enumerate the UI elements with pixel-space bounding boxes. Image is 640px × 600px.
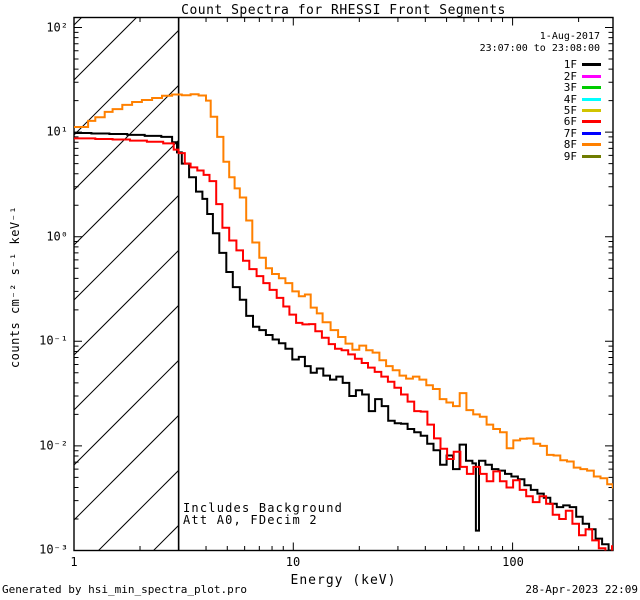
legend-label: 9F (563, 149, 577, 163)
observation-time-range: 23:07:00 to 23:08:00 (479, 43, 600, 54)
legend-color-swatch (582, 86, 601, 90)
legend-row: 5F (564, 105, 601, 116)
footer-program-name: Generated by hsi_min_spectra_plot.pro (2, 583, 248, 596)
legend-label: 6F (563, 115, 577, 129)
legend-color-swatch (582, 131, 601, 135)
y-tick-label: 10⁻¹ (39, 333, 68, 348)
legend-row: 1F (564, 59, 601, 70)
x-tick-label: 100 (502, 555, 524, 569)
legend-color-swatch (582, 97, 601, 101)
legend-row: 7F (564, 128, 601, 139)
legend-row: 6F (564, 116, 601, 127)
legend-color-swatch (582, 63, 601, 67)
y-tick-label: 10¹ (46, 124, 68, 139)
y-axis-label: counts cm⁻² s⁻¹ keV⁻¹ (8, 205, 22, 369)
legend-color-swatch (582, 120, 601, 124)
y-tick-label: 10⁻² (39, 437, 68, 452)
y-tick-label: 10⁻³ (39, 542, 68, 557)
legend-row: 3F (564, 82, 601, 93)
legend-label: 8F (563, 138, 577, 152)
y-tick-label: 10⁰ (46, 228, 68, 243)
attenuator-note: Att A0, FDecim 2 (183, 513, 318, 527)
observation-date: 1-Aug-2017 (539, 31, 600, 42)
detector-legend: 1F 2F 3F 4F 5F 6F 7F 8F (564, 59, 601, 162)
legend-row: 2F (563, 69, 601, 83)
y-tick-label: 10² (46, 19, 68, 34)
legend-color-swatch (582, 108, 601, 112)
legend-label: 3F (563, 81, 577, 95)
legend-label: 5F (563, 103, 577, 117)
legend-row: 4F (563, 92, 601, 106)
legend-row: 9F (564, 151, 601, 162)
x-axis-label: Energy (keV) (290, 573, 397, 588)
legend-label: 7F (563, 126, 577, 140)
background-note: Includes Background (183, 501, 344, 515)
plot-title: Count Spectra for RHESSI Front Segments (181, 3, 506, 18)
footer-timestamp: 28-Apr-2023 22:09 (525, 583, 638, 596)
legend-color-swatch (582, 74, 601, 78)
x-tick-label: 1 (70, 555, 78, 569)
legend-label: 4F (563, 92, 577, 106)
legend-color-swatch (582, 154, 601, 158)
x-tick-label: 10 (285, 555, 301, 569)
legend-color-swatch (582, 143, 601, 147)
legend-label: 2F (563, 69, 577, 83)
legend-row: 8F (564, 139, 601, 150)
legend-label: 1F (563, 58, 577, 72)
